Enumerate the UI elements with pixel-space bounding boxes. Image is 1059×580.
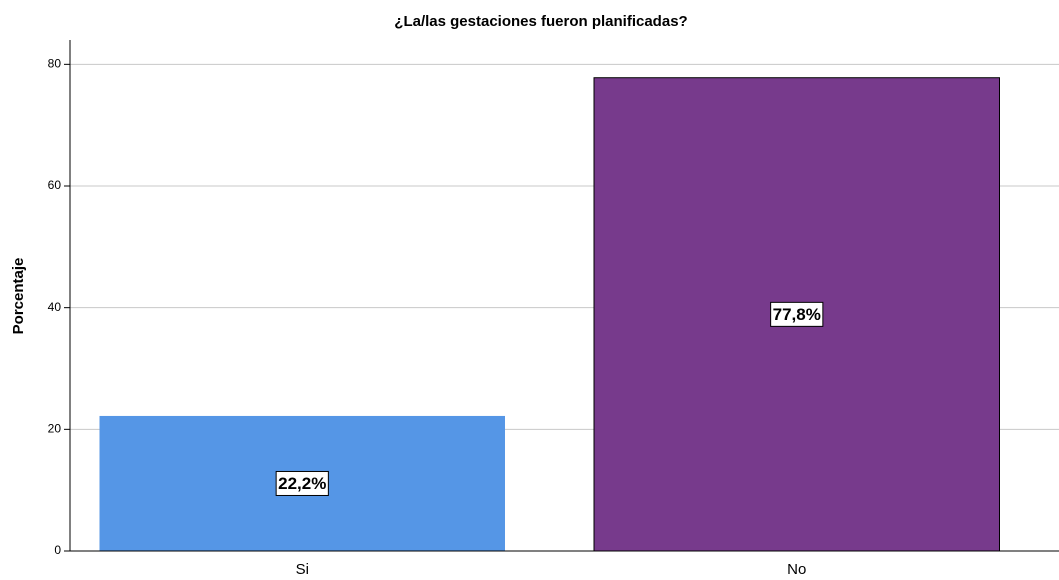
y-tick-label: 80 — [48, 57, 62, 71]
y-tick-label: 20 — [48, 422, 62, 436]
value-label: 77,8% — [773, 305, 821, 324]
x-tick-label: Si — [296, 561, 309, 578]
value-label: 22,2% — [278, 474, 326, 493]
value-label-box — [770, 301, 824, 327]
y-tick-label: 0 — [54, 543, 61, 557]
x-tick-label: No — [787, 561, 806, 578]
y-tick-label: 60 — [48, 178, 62, 192]
chart-title: ¿La/las gestaciones fueron planificadas? — [394, 13, 687, 30]
value-label-box — [275, 470, 329, 496]
y-tick-label: 40 — [48, 300, 62, 314]
y-axis-label: Porcentaje — [10, 258, 27, 335]
